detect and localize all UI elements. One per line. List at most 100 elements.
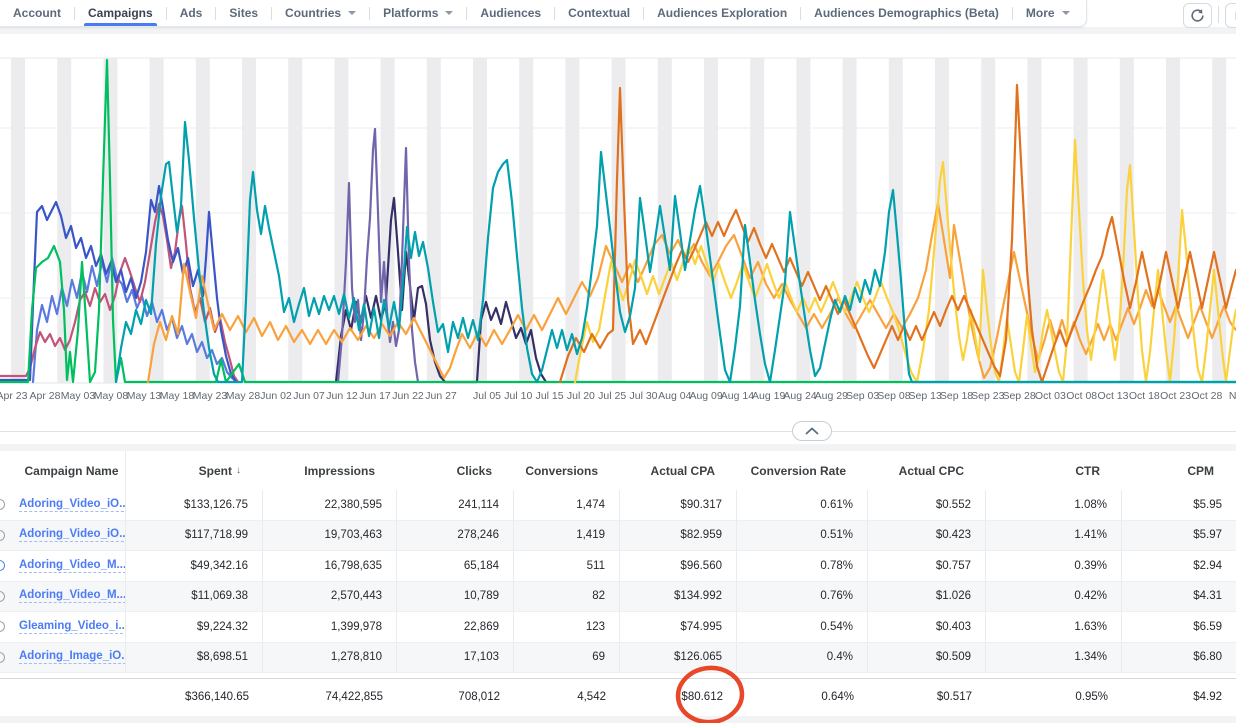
- x-axis-label: Jun 07: [293, 390, 325, 402]
- cell-cpm: $5.97: [1122, 521, 1236, 551]
- cell-value: 0.61%: [820, 499, 853, 511]
- campaign-link[interactable]: Adoring_Video_M...: [19, 589, 126, 603]
- status-toggle-icon[interactable]: [0, 652, 5, 663]
- status-toggle-icon[interactable]: [0, 621, 5, 632]
- total-clicks: 708,012: [397, 679, 514, 715]
- x-axis-label: Sep 13: [909, 390, 942, 402]
- campaign-link[interactable]: Adoring_Video_iO...: [19, 498, 126, 512]
- cell-actual_cpa: $90.317: [620, 490, 737, 520]
- column-header-actual_cpa[interactable]: Actual CPA: [620, 451, 737, 490]
- row-toggle-cell: [0, 582, 18, 612]
- tab-label: More: [1026, 6, 1055, 20]
- cell-value: 65,184: [464, 560, 499, 572]
- x-axis-label: Jun 12: [326, 390, 358, 402]
- tab-platforms[interactable]: Platforms: [370, 0, 466, 26]
- cell-actual_cpc: $0.509: [868, 643, 986, 673]
- totals-row: $366,140.6574,422,855708,0124,542$80.612…: [0, 678, 1236, 715]
- campaigns-table: Campaign Name Spent↓ Impressions Clicks Conv…: [0, 451, 1236, 715]
- column-header-cpm[interactable]: CPM: [1122, 451, 1236, 490]
- column-header-conversion_rate[interactable]: Conversion Rate: [737, 451, 868, 490]
- row-toggle-cell: [0, 551, 18, 581]
- clipped-toolbar-button[interactable]: I: [1225, 3, 1236, 28]
- table-row: Adoring_Video_iO...$117,718.9919,703,463…: [0, 521, 1236, 552]
- tab-audiences-exploration[interactable]: Audiences Exploration: [644, 0, 800, 26]
- column-header-impressions[interactable]: Impressions: [263, 451, 397, 490]
- x-axis-label: May 13: [127, 390, 161, 402]
- row-toggle-cell: [0, 490, 18, 520]
- column-header-label: Actual CPC: [899, 464, 964, 478]
- x-axis-label: Aug 04: [658, 390, 691, 402]
- campaign-link[interactable]: Gleaming_Video_i...: [19, 620, 126, 634]
- cell-value: 10,789: [464, 590, 499, 602]
- cell-conversion_rate: 0.4%: [737, 643, 868, 673]
- collapse-chart-button[interactable]: [792, 421, 832, 441]
- column-header-label: Clicks: [457, 464, 492, 478]
- cell-value: $0.757: [936, 560, 971, 572]
- column-header-actual_cpc[interactable]: Actual CPC: [868, 451, 986, 490]
- campaign-link[interactable]: Adoring_Video_iO...: [19, 528, 126, 542]
- x-axis-label: Nov: [1229, 390, 1236, 402]
- column-header-campaign[interactable]: Campaign Name: [18, 451, 126, 490]
- cell-conversions: 511: [514, 551, 620, 581]
- refresh-button[interactable]: [1183, 3, 1212, 28]
- tab-label: Ads: [180, 6, 203, 20]
- cell-value: $90.317: [680, 499, 722, 511]
- column-header-label: CTR: [1075, 464, 1100, 478]
- totals-empty-cell: [0, 679, 18, 715]
- cell-clicks: 22,869: [397, 612, 514, 642]
- bottom-scroll-strip[interactable]: [0, 716, 1236, 723]
- tab-audiences-demographics-beta[interactable]: Audiences Demographics (Beta): [801, 0, 1012, 26]
- tab-contextual[interactable]: Contextual: [555, 0, 643, 26]
- cell-clicks: 10,789: [397, 582, 514, 612]
- tab-label: Platforms: [383, 6, 438, 20]
- x-axis-label: May 23: [193, 390, 227, 402]
- x-axis-label: Oct 08: [1066, 390, 1097, 402]
- status-toggle-icon[interactable]: [0, 499, 5, 510]
- tab-campaigns[interactable]: Campaigns: [75, 0, 166, 26]
- cell-ctr: 1.08%: [986, 490, 1122, 520]
- column-header-spent[interactable]: Spent↓: [126, 451, 263, 490]
- cell-conversion_rate: 0.51%: [737, 521, 868, 551]
- column-header-label: Spent: [199, 464, 232, 478]
- cell-value: 0.4%: [827, 651, 853, 663]
- cell-clicks: 17,103: [397, 643, 514, 673]
- status-toggle-icon[interactable]: [0, 591, 5, 602]
- tab-label: Contextual: [568, 6, 630, 20]
- column-header-ctr[interactable]: CTR: [986, 451, 1122, 490]
- column-header-label: Impressions: [304, 464, 375, 478]
- cell-conversions: 1,474: [514, 490, 620, 520]
- tab-more[interactable]: More: [1013, 0, 1083, 26]
- cell-value: $6.80: [1193, 651, 1222, 663]
- cell-conversions: 82: [514, 582, 620, 612]
- column-header-conversions[interactable]: Conversions: [514, 451, 620, 490]
- x-axis-label: Sep 18: [940, 390, 973, 402]
- chevron-down-icon: [1062, 11, 1070, 15]
- tab-audiences[interactable]: Audiences: [467, 0, 554, 26]
- column-header-label: Actual CPA: [651, 464, 715, 478]
- total-value: $80.612: [681, 691, 723, 703]
- tab-account[interactable]: Account: [0, 0, 74, 26]
- total-value: 708,012: [458, 691, 500, 703]
- cell-cpm: $6.80: [1122, 643, 1236, 673]
- cell-conversions: 69: [514, 643, 620, 673]
- campaign-link[interactable]: Adoring_Image_iO...: [19, 650, 126, 664]
- campaign-link[interactable]: Adoring_Video_M...: [19, 559, 126, 573]
- cell-ctr: 0.39%: [986, 551, 1122, 581]
- tab-label: Audiences Demographics (Beta): [814, 6, 999, 20]
- x-axis-label: Jul 05: [473, 390, 501, 402]
- column-header-label: Campaign Name: [24, 464, 118, 478]
- tab-sites[interactable]: Sites: [216, 0, 271, 26]
- cell-spent: $117,718.99: [126, 521, 263, 551]
- tab-ads[interactable]: Ads: [167, 0, 216, 26]
- tab-countries[interactable]: Countries: [272, 0, 369, 26]
- x-axis-label: Sep 08: [877, 390, 910, 402]
- status-toggle-icon[interactable]: [0, 530, 5, 541]
- column-header-clicks[interactable]: Clicks: [397, 451, 514, 490]
- cell-value: 69: [592, 651, 605, 663]
- status-toggle-icon[interactable]: [0, 560, 5, 571]
- tab-label: Campaigns: [88, 6, 153, 20]
- cell-impressions: 16,798,635: [263, 551, 397, 581]
- chevron-down-icon: [445, 11, 453, 15]
- cell-value: $0.509: [936, 651, 971, 663]
- campaign-name-cell: Gleaming_Video_i...: [18, 612, 126, 642]
